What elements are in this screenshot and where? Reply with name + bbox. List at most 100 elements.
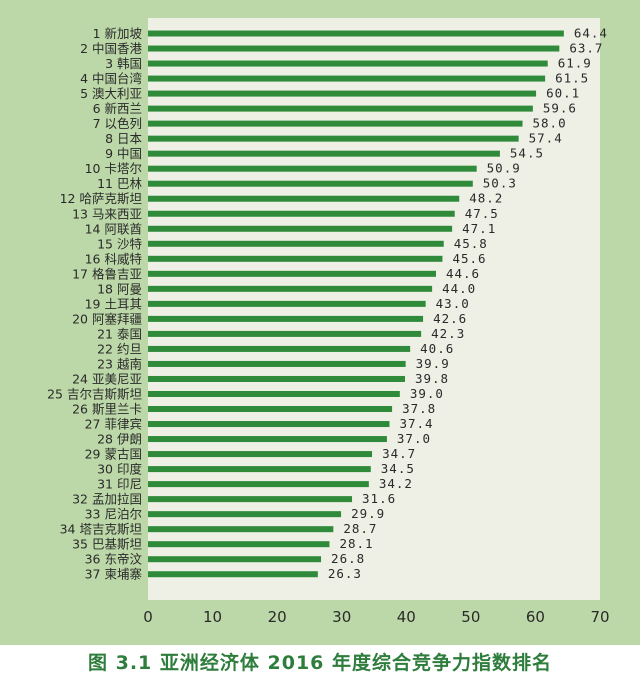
category-label: 15 沙特 — [97, 236, 142, 251]
value-label: 61.5 — [555, 71, 589, 86]
category-label: 4 中国台湾 — [80, 71, 142, 86]
bar — [148, 60, 548, 67]
category-label: 22 约旦 — [97, 341, 142, 356]
category-label: 29 蒙古国 — [85, 447, 142, 462]
category-label: 12 哈萨克斯坦 — [60, 191, 142, 206]
value-label: 37.4 — [399, 416, 433, 431]
plot-area-background — [148, 18, 600, 600]
x-tick-label: 50 — [461, 608, 480, 626]
bar — [148, 45, 560, 52]
category-label: 10 卡塔尔 — [85, 161, 142, 176]
value-label: 26.3 — [328, 566, 362, 581]
value-label: 50.9 — [487, 161, 521, 176]
category-label: 28 伊朗 — [97, 432, 142, 447]
value-label: 29.9 — [351, 506, 385, 521]
value-label: 34.2 — [379, 476, 413, 491]
category-label: 26 斯里兰卡 — [72, 402, 142, 417]
value-label: 42.6 — [433, 311, 467, 326]
bar — [148, 30, 564, 37]
category-label: 20 阿塞拜疆 — [72, 311, 142, 326]
category-label: 2 中国香港 — [80, 41, 142, 56]
bar — [148, 75, 546, 82]
category-label: 32 孟加拉国 — [72, 492, 142, 507]
category-label: 37 柬埔寨 — [85, 567, 142, 582]
ranking-bar-chart: 1 新加坡 64.4 2 中国香港 63.7 3 韩国 61.9 4 中国台湾 61.5 5 澳… — [0, 0, 640, 645]
figure-caption: 图 3.1 亚洲经济体 2016 年度综合竞争力指数排名 — [88, 652, 552, 674]
bar — [148, 90, 537, 97]
value-label: 37.8 — [402, 401, 436, 416]
category-label: 11 巴林 — [97, 176, 142, 191]
category-label: 33 尼泊尔 — [85, 507, 142, 522]
category-label: 9 中国 — [105, 146, 142, 161]
bar — [148, 541, 330, 548]
value-label: 47.5 — [465, 206, 499, 221]
bar — [148, 375, 405, 382]
bar — [148, 421, 390, 428]
bar — [148, 330, 422, 337]
value-label: 54.5 — [510, 146, 544, 161]
bar — [148, 240, 444, 247]
value-label: 44.6 — [446, 266, 480, 281]
bar — [148, 345, 411, 352]
value-label: 59.6 — [543, 101, 577, 116]
bar — [148, 180, 473, 187]
category-label: 30 印度 — [97, 462, 142, 477]
bar — [148, 406, 393, 413]
value-label: 26.8 — [331, 551, 365, 566]
bar — [148, 255, 443, 262]
x-tick-label: 0 — [143, 608, 153, 626]
category-label: 24 亚美尼亚 — [72, 371, 142, 386]
category-label: 14 阿联酋 — [85, 221, 142, 236]
bar — [148, 526, 334, 533]
bar — [148, 481, 369, 488]
category-label: 13 马来西亚 — [72, 206, 142, 221]
bar — [148, 225, 453, 232]
category-label: 36 东帝汶 — [85, 552, 143, 567]
value-label: 37.0 — [397, 431, 431, 446]
value-label: 28.1 — [339, 536, 373, 551]
category-label: 7 以色列 — [93, 116, 142, 131]
category-label: 8 日本 — [105, 131, 142, 146]
x-tick-label: 60 — [526, 608, 545, 626]
value-label: 31.6 — [362, 491, 396, 506]
value-label: 39.0 — [410, 386, 444, 401]
bar — [148, 511, 342, 518]
x-tick-label: 30 — [332, 608, 351, 626]
bar — [148, 556, 322, 563]
value-label: 58.0 — [533, 116, 567, 131]
category-label: 31 印尼 — [97, 477, 142, 492]
bar — [148, 300, 426, 307]
category-label: 25 吉尔吉斯斯坦 — [47, 386, 142, 401]
category-label: 6 新西兰 — [93, 101, 142, 116]
value-label: 40.6 — [420, 341, 454, 356]
category-label: 18 阿曼 — [97, 281, 142, 296]
value-label: 43.0 — [436, 296, 470, 311]
bar — [148, 165, 477, 172]
category-label: 21 泰国 — [97, 326, 142, 341]
category-label: 34 塔吉克斯坦 — [60, 522, 142, 537]
bar — [148, 315, 424, 322]
value-label: 50.3 — [483, 176, 517, 191]
value-label: 45.8 — [454, 236, 488, 251]
bar — [148, 210, 455, 217]
category-label: 3 韩国 — [105, 56, 142, 71]
value-label: 63.7 — [569, 41, 603, 56]
category-label: 17 格鲁吉亚 — [72, 266, 142, 281]
bar — [148, 105, 533, 112]
category-label: 1 新加坡 — [93, 26, 143, 41]
value-label: 39.8 — [415, 371, 449, 386]
bar — [148, 270, 436, 277]
bar — [148, 451, 373, 458]
bar — [148, 135, 519, 142]
bar — [148, 195, 460, 202]
value-label: 57.4 — [529, 131, 563, 146]
category-label: 27 菲律宾 — [85, 417, 142, 432]
value-label: 28.7 — [343, 521, 377, 536]
category-label: 19 土耳其 — [85, 296, 142, 311]
category-label: 5 澳大利亚 — [80, 86, 142, 101]
bar — [148, 120, 523, 127]
x-tick-label: 20 — [268, 608, 287, 626]
category-label: 23 越南 — [97, 356, 142, 371]
value-label: 39.9 — [416, 356, 450, 371]
